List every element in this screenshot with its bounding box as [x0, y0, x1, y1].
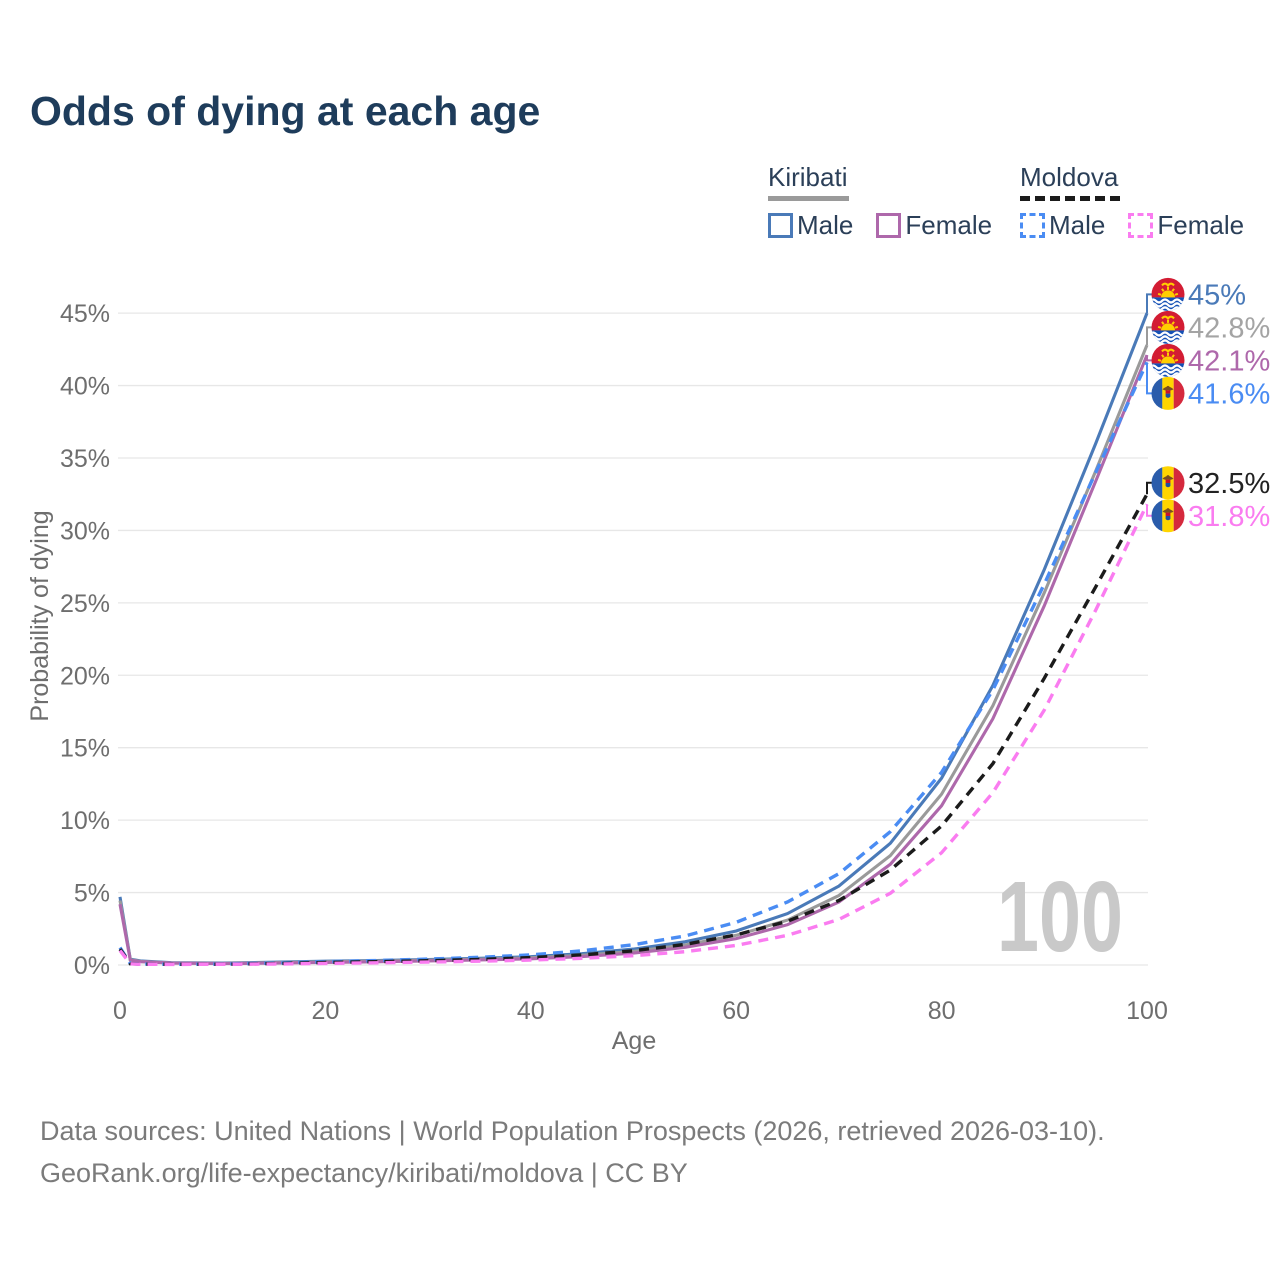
end-label-connector: [1146, 293, 1152, 314]
y-axis-tick-label: 20%: [60, 662, 110, 690]
x-axis-title: Age: [612, 1027, 656, 1055]
end-label-connector: [1146, 355, 1152, 362]
x-axis-tick-label: 20: [311, 997, 339, 1025]
y-axis-tick-label: 35%: [60, 445, 110, 473]
series-line-kiribati-both-sexes[interactable]: [118, 344, 1149, 965]
legend-country-kiribati[interactable]: Kiribati: [768, 162, 850, 201]
y-axis-tick-label: 25%: [60, 590, 110, 618]
legend-item-label: Female: [905, 210, 993, 240]
end-value-label-moldova-male: 41.6%: [1188, 378, 1270, 410]
kiribati-flag-icon: [1151, 343, 1185, 377]
end-label-connector: [1146, 326, 1152, 345]
y-axis-title: Probability of dying: [26, 510, 54, 721]
end-value-label-kiribati-male: 45%: [1188, 279, 1246, 311]
legend-item-label: Female: [1157, 210, 1245, 240]
y-axis-tick-label: 45%: [60, 300, 110, 328]
x-axis-tick-label: 60: [722, 997, 750, 1025]
series-line-moldova-both-sexes[interactable]: [118, 493, 1149, 966]
footer: Data sources: United Nations | World Pop…: [40, 1110, 1105, 1194]
end-value-label-kiribati-female: 42.1%: [1188, 345, 1270, 377]
data-sources-text: Data sources: United Nations | World Pop…: [40, 1116, 1105, 1146]
legend-country-moldova[interactable]: Moldova: [1020, 162, 1121, 201]
x-axis-tick-label: 40: [517, 997, 545, 1025]
kiribati-male-swatch-icon: [768, 213, 793, 238]
moldova-flag-icon: [1151, 376, 1185, 410]
legend-items-moldova: Male Female: [1020, 210, 1244, 241]
y-axis-tick-label: 5%: [74, 880, 110, 908]
end-label-connector: [1146, 362, 1152, 395]
legend-item-label: Male: [1049, 210, 1106, 240]
series-line-kiribati-male[interactable]: [118, 312, 1149, 965]
legend-item-moldova-female[interactable]: Female: [1128, 210, 1244, 241]
age-watermark: 100: [997, 861, 1123, 973]
x-axis-tick-label: 0: [113, 997, 127, 1025]
page-title: Odds of dying at each age: [30, 88, 541, 134]
y-axis-tick-label: 0%: [74, 952, 110, 980]
legend-group-kiribati: Kiribati Male Female: [768, 162, 992, 241]
end-value-label-kiribati-both-sexes: 42.8%: [1188, 312, 1270, 344]
end-value-label-moldova-both-sexes: 32.5%: [1188, 468, 1270, 500]
moldova-flag-icon: [1151, 466, 1185, 500]
x-axis-tick-label: 80: [928, 997, 956, 1025]
attribution-text: GeoRank.org/life-expectancy/kiribati/mol…: [40, 1158, 688, 1188]
legend-item-kiribati-male[interactable]: Male: [768, 210, 853, 241]
end-label-connector: [1146, 504, 1152, 517]
y-axis-tick-label: 40%: [60, 373, 110, 401]
series-line-moldova-male[interactable]: [118, 361, 1149, 967]
end-label-connector: [1146, 481, 1152, 495]
x-axis-tick-label: 100: [1126, 997, 1168, 1025]
kiribati-flag-icon: [1151, 310, 1185, 344]
series-line-moldova-female[interactable]: [118, 503, 1149, 967]
y-axis-tick-label: 10%: [60, 807, 110, 835]
legend-item-kiribati-female[interactable]: Female: [876, 210, 992, 241]
kiribati-female-swatch-icon: [876, 213, 902, 238]
series-line-kiribati-female[interactable]: [118, 354, 1149, 966]
end-value-label-moldova-female: 31.8%: [1188, 501, 1270, 533]
kiribati-flag-icon: [1151, 277, 1185, 311]
legend-items-kiribati: Male Female: [768, 210, 992, 241]
moldova-female-swatch-icon: [1128, 213, 1154, 238]
y-axis-tick-label: 30%: [60, 517, 110, 545]
legend-group-moldova: Moldova Male Female: [1020, 162, 1244, 241]
legend-item-label: Male: [797, 210, 854, 240]
legend-item-moldova-male[interactable]: Male: [1020, 210, 1105, 241]
moldova-male-swatch-icon: [1020, 213, 1045, 238]
y-axis-tick-label: 15%: [60, 735, 110, 763]
moldova-flag-icon: [1151, 499, 1185, 533]
